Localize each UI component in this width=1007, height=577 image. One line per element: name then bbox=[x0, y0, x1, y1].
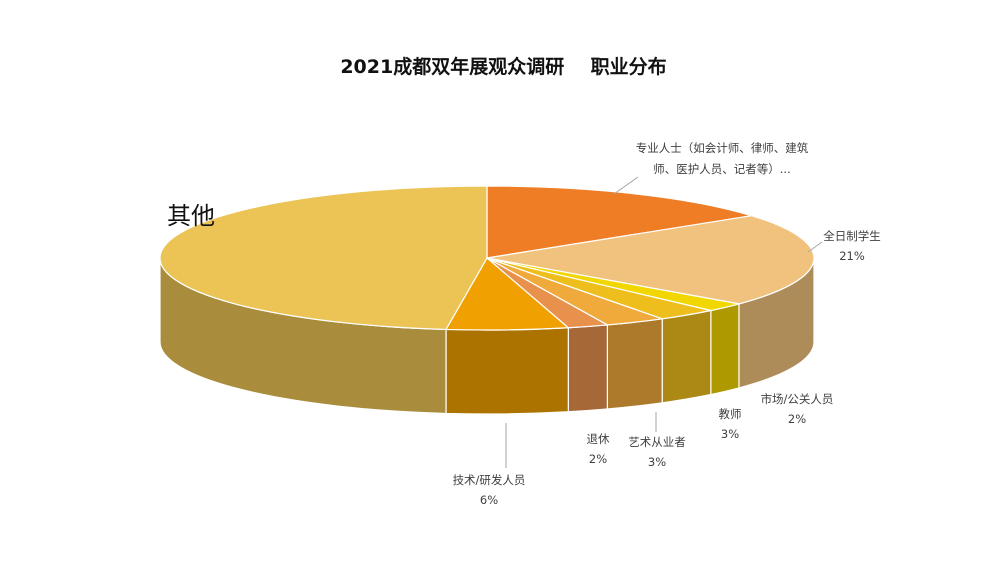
pie-slice-0 bbox=[486, 185, 752, 259]
chart-title: 2021成都双年展观众调研 职业分布 bbox=[340, 56, 667, 78]
slice-label-教师: 教师 bbox=[719, 407, 742, 421]
slice-label-技术-研发人员: 技术/研发人员 bbox=[453, 473, 526, 487]
pie-slice-1 bbox=[486, 215, 815, 305]
slice-value-艺术从业者: 3% bbox=[648, 455, 666, 469]
slice-value-教师: 3% bbox=[721, 427, 739, 441]
slice-label-全日制学生: 全日制学生 bbox=[823, 229, 881, 243]
slice-value-退休: 2% bbox=[589, 452, 607, 466]
slice-value-全日制学生: 21% bbox=[839, 249, 865, 263]
slice-label-艺术从业者: 艺术从业者 bbox=[628, 435, 686, 449]
pie-side-4 bbox=[606, 318, 663, 410]
leader-line-1 bbox=[807, 241, 823, 253]
pie-side-3 bbox=[661, 309, 712, 404]
pie-side-5 bbox=[567, 324, 608, 413]
slice-label-专业人士-如会计师-律师-建筑师-医护人员-记者: 专业人士（如会计师、律师、建筑 bbox=[636, 141, 809, 155]
slice-value-市场-公关人员: 2% bbox=[788, 412, 806, 426]
slice-value-技术-研发人员: 6% bbox=[480, 493, 498, 507]
slice-label-市场-公关人员: 市场/公关人员 bbox=[761, 392, 834, 406]
leader-line-0 bbox=[613, 176, 639, 195]
slice-label-专业人士-如会计师-律师-建筑师-医护人员-记者-1: 师、医护人员、记者等）... bbox=[653, 162, 790, 176]
pie-slice-6 bbox=[444, 257, 570, 331]
slice-label-其他: 其他 bbox=[167, 202, 215, 230]
pie-side-2 bbox=[710, 303, 740, 396]
pie-slice-7 bbox=[159, 185, 488, 331]
pie-side-6 bbox=[445, 327, 569, 415]
slice-label-退休: 退休 bbox=[587, 432, 610, 446]
